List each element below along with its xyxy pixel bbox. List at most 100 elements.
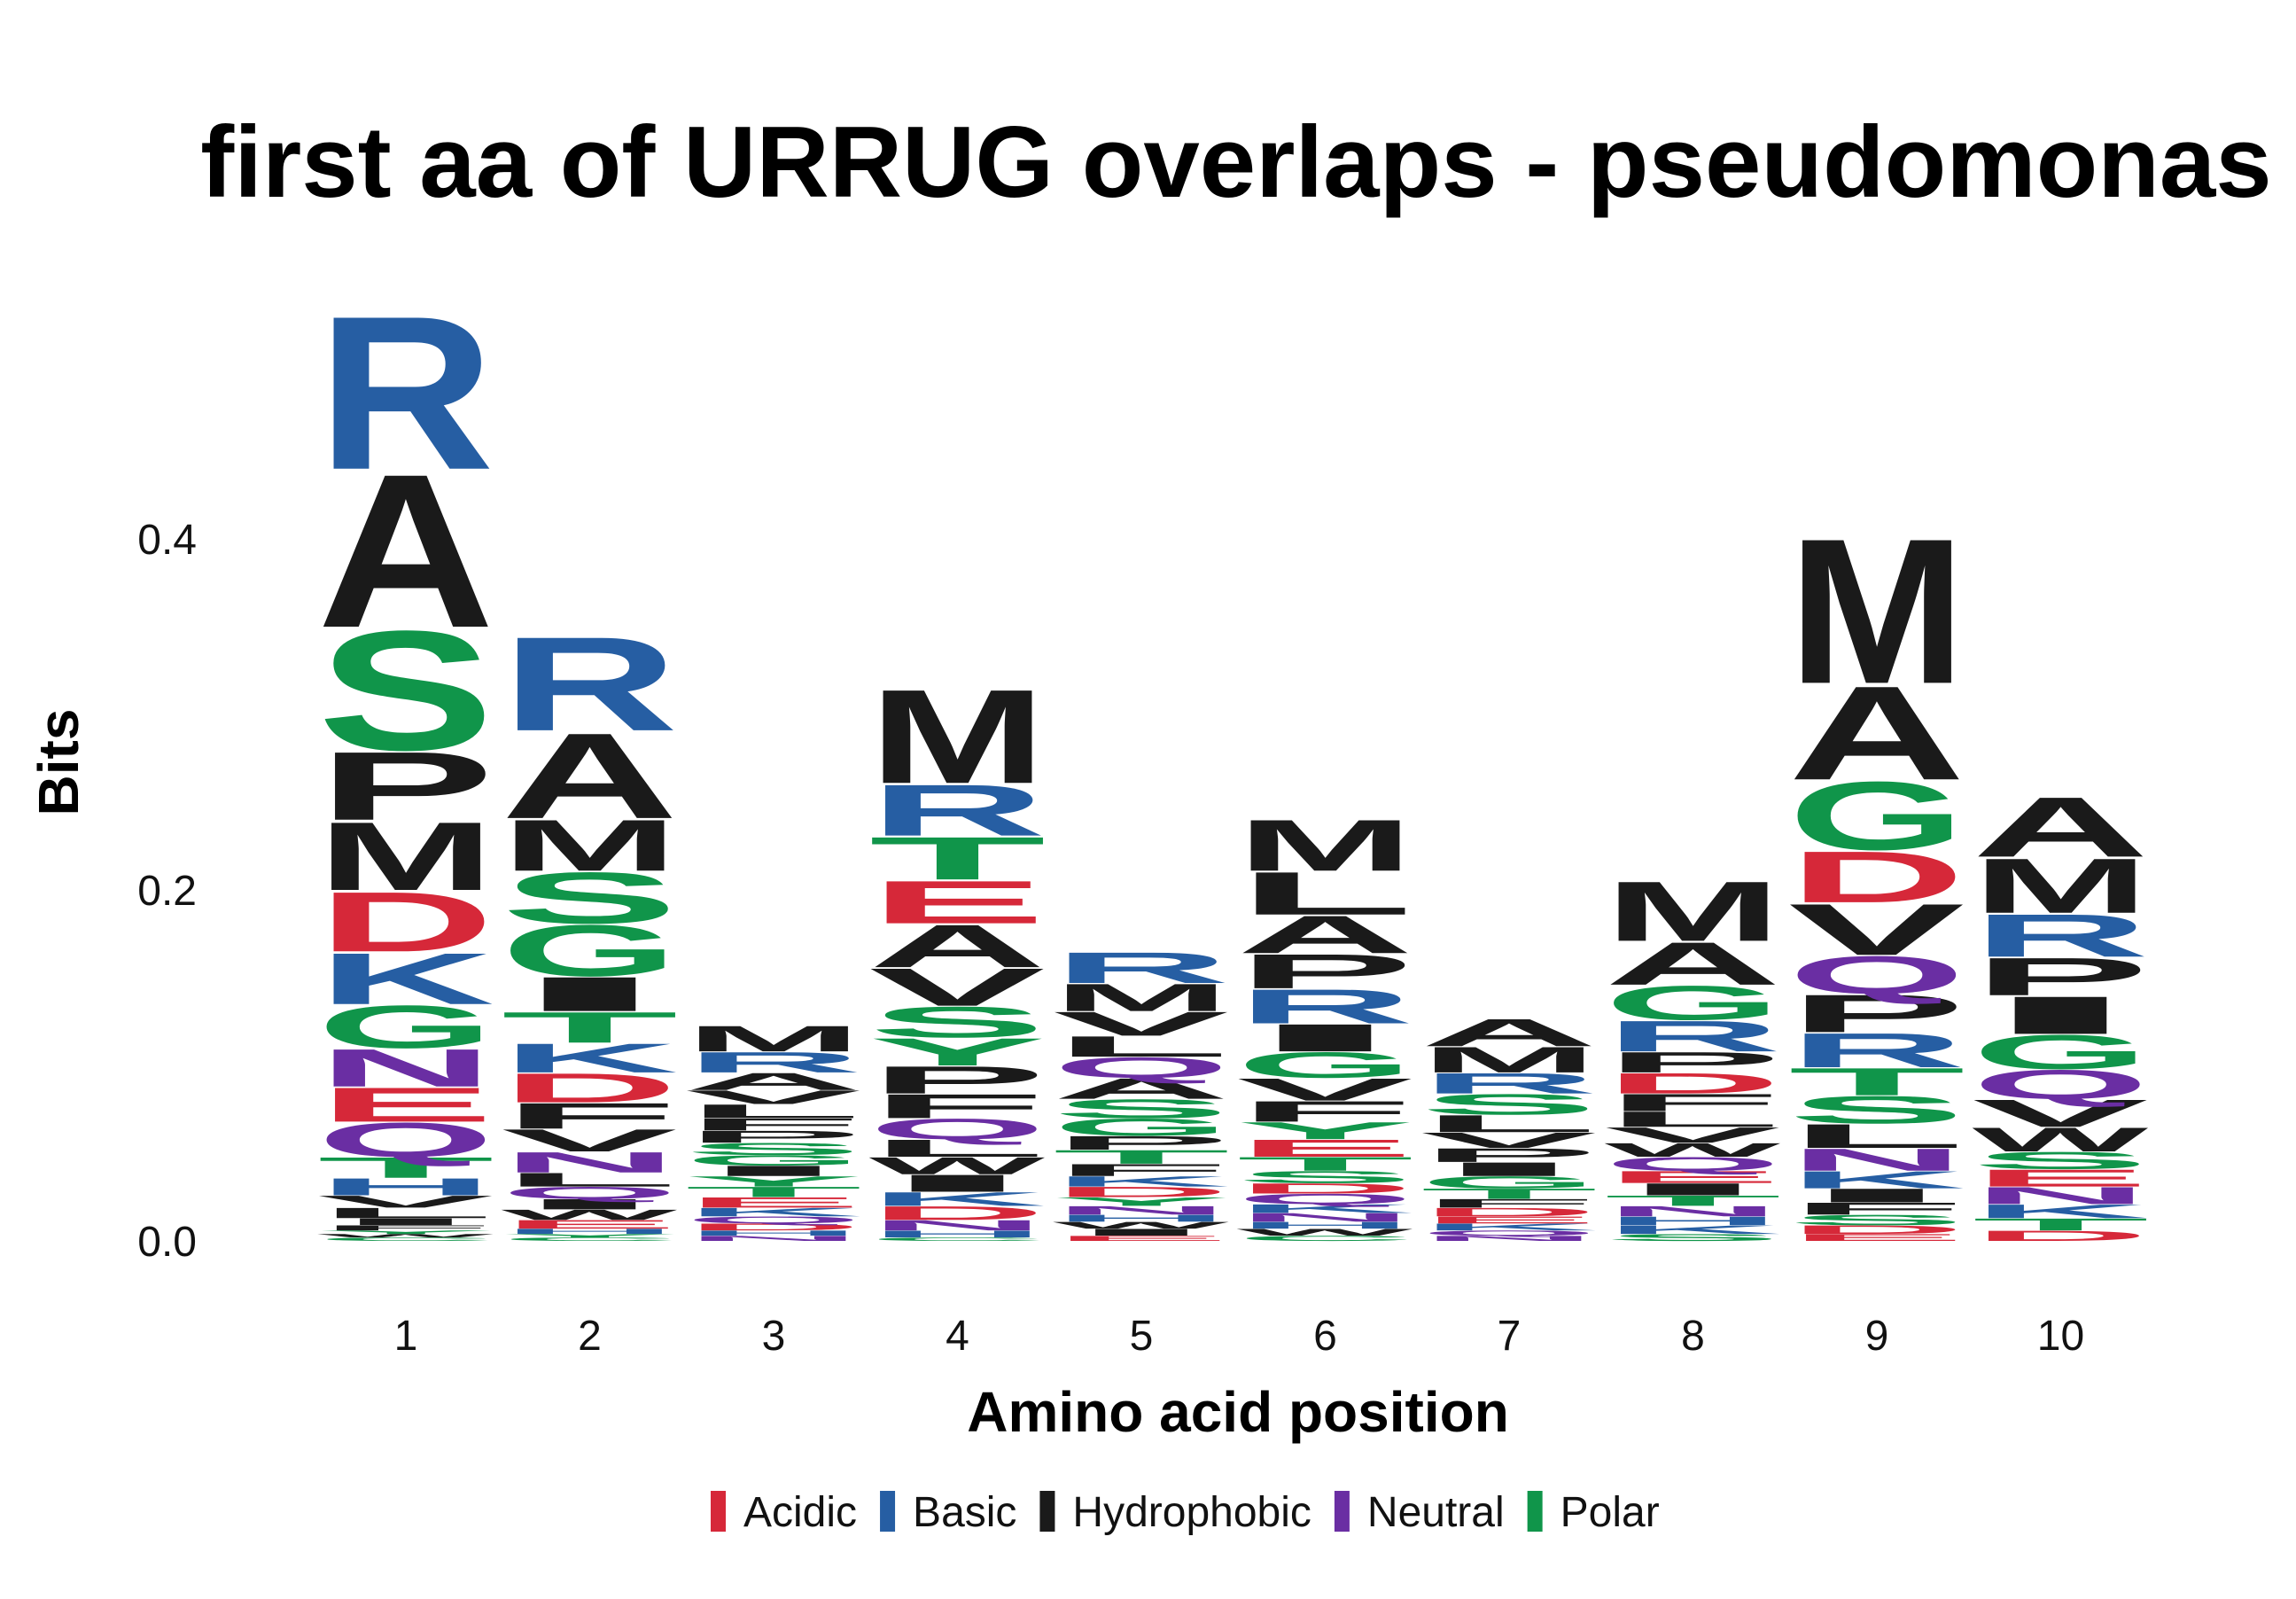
logo-letter: Q xyxy=(1237,1190,1414,1206)
legend-label: Polar xyxy=(1561,1489,1660,1536)
logo-letter: Q xyxy=(502,1183,679,1203)
logo-letter: N xyxy=(317,1038,494,1097)
logo-letter: F xyxy=(317,1224,494,1232)
logo-letter: K xyxy=(1973,1200,2150,1222)
logo-letter: H xyxy=(685,1229,862,1237)
logo-letter: K xyxy=(1053,1174,1230,1190)
logo-letter: N xyxy=(1973,1182,2150,1210)
logo-letter: A xyxy=(1053,1072,1230,1105)
logo-letter: C xyxy=(502,1236,679,1242)
logo-letter: D xyxy=(1788,837,1965,918)
logo-letter: V xyxy=(502,1123,678,1158)
y-tick-label: 0.0 xyxy=(137,1219,197,1266)
logo-letter: M xyxy=(1605,863,1782,959)
y-tick-label: 0.2 xyxy=(137,868,197,915)
logo-letter: T xyxy=(685,1184,862,1200)
x-tick-label: 9 xyxy=(1865,1313,1889,1360)
logo-letter: E xyxy=(317,1078,494,1132)
logo-letter: I xyxy=(1788,1185,1965,1207)
logo-letter: V xyxy=(1053,1005,1229,1043)
logo-letter: R xyxy=(502,610,679,760)
logo-letter: P xyxy=(1420,1144,1598,1166)
x-tick-label: 2 xyxy=(578,1313,602,1360)
logo-letter: S xyxy=(1788,1212,1965,1228)
logo-letter: M xyxy=(502,805,679,886)
logo-letter: G xyxy=(1053,1113,1230,1141)
logo-letter: W xyxy=(1237,1227,1413,1237)
logo-letter: P xyxy=(1053,1132,1230,1154)
legend-label: Hydrophobic xyxy=(1072,1489,1311,1536)
logo-letter: Q xyxy=(1973,1062,2150,1108)
logo-letter: D xyxy=(317,874,494,970)
logo-letter: N xyxy=(1237,1211,1414,1224)
logo-letter: D xyxy=(1973,1228,2150,1244)
logo-letter: V xyxy=(1420,1128,1597,1153)
logo-letter: P xyxy=(317,731,494,840)
logo-letter: M xyxy=(1973,842,2150,929)
logo-letter: G xyxy=(685,1152,862,1168)
y-axis-title: Bits xyxy=(27,709,90,816)
logo-letter: G xyxy=(317,993,494,1061)
logo-letter: N xyxy=(1788,1142,1965,1177)
logo-letter: D xyxy=(1237,1181,1414,1197)
logo-letter: Q xyxy=(1788,945,1965,1005)
logo-letter: K xyxy=(685,1205,862,1219)
x-tick-label: 8 xyxy=(1681,1313,1705,1360)
logo-letter: P xyxy=(1605,1046,1782,1079)
logo-letter: I xyxy=(1973,986,2150,1046)
logo-letter: W xyxy=(869,1152,1046,1180)
chart-title: first aa of URRUG overlaps - pseudomonas xyxy=(200,106,2271,219)
logo-letter: K xyxy=(1605,1223,1782,1236)
x-axis-title: Amino acid position xyxy=(967,1380,1509,1444)
logo-letter: I xyxy=(502,967,679,1021)
logo-letter: V xyxy=(685,1087,861,1109)
logo-letter: D xyxy=(685,1221,862,1232)
logo-letter: S xyxy=(869,997,1047,1047)
logo-letter: A xyxy=(1420,1011,1598,1055)
legend-swatch xyxy=(711,1491,726,1532)
logo-letter: N xyxy=(1605,1203,1782,1220)
logo-letter: R xyxy=(1053,943,1230,992)
logo-letter: P xyxy=(869,1058,1047,1102)
logo-letter: E xyxy=(1788,1232,1965,1243)
logo-letter: D xyxy=(1420,1205,1598,1219)
logo-letter: K xyxy=(869,1188,1047,1210)
logo-letter: R xyxy=(685,1046,862,1079)
logo-letter: D xyxy=(1053,1184,1230,1201)
logo-letter: T xyxy=(1605,1193,1782,1209)
logo-letter: E xyxy=(1605,1167,1782,1186)
logo-letter: Q xyxy=(685,1214,862,1225)
logo-letter: H xyxy=(1605,1214,1782,1228)
logo-letter: H xyxy=(1053,1213,1230,1223)
logo-letter: R xyxy=(1237,979,1414,1034)
logo-letter: S xyxy=(1237,1167,1414,1186)
logo-letter: T xyxy=(1420,1186,1598,1202)
logo-letter: E xyxy=(1053,1235,1230,1243)
logo-letter: P xyxy=(685,1127,862,1146)
logo-letter: I xyxy=(685,1163,862,1179)
logo-letter: L xyxy=(317,1205,494,1221)
logo-letter: E xyxy=(869,869,1047,937)
logo-letter: C xyxy=(869,1236,1047,1242)
x-tick-label: 5 xyxy=(1130,1313,1154,1360)
logo-letter: A xyxy=(502,708,679,844)
logo-letter: A xyxy=(685,1068,862,1096)
logo-letter: K xyxy=(1237,1202,1414,1215)
logo-letter: R xyxy=(1605,1012,1782,1061)
logo-letter: Q xyxy=(1605,1153,1782,1175)
logo-letter: V xyxy=(1788,889,1965,971)
logo-letter: W xyxy=(1973,1120,2149,1158)
logo-letter: H xyxy=(502,1228,679,1236)
logo-letter: F xyxy=(869,1088,1047,1126)
x-tick-label: 6 xyxy=(1313,1313,1337,1360)
logo-letter: V xyxy=(1973,1092,2149,1135)
logo-letter: W xyxy=(502,1206,678,1222)
legend-label: Acidic xyxy=(743,1489,857,1536)
y-tick-label: 0.4 xyxy=(137,517,197,564)
logo-letter: G xyxy=(1420,1173,1598,1192)
logo-letter: F xyxy=(685,1115,862,1135)
